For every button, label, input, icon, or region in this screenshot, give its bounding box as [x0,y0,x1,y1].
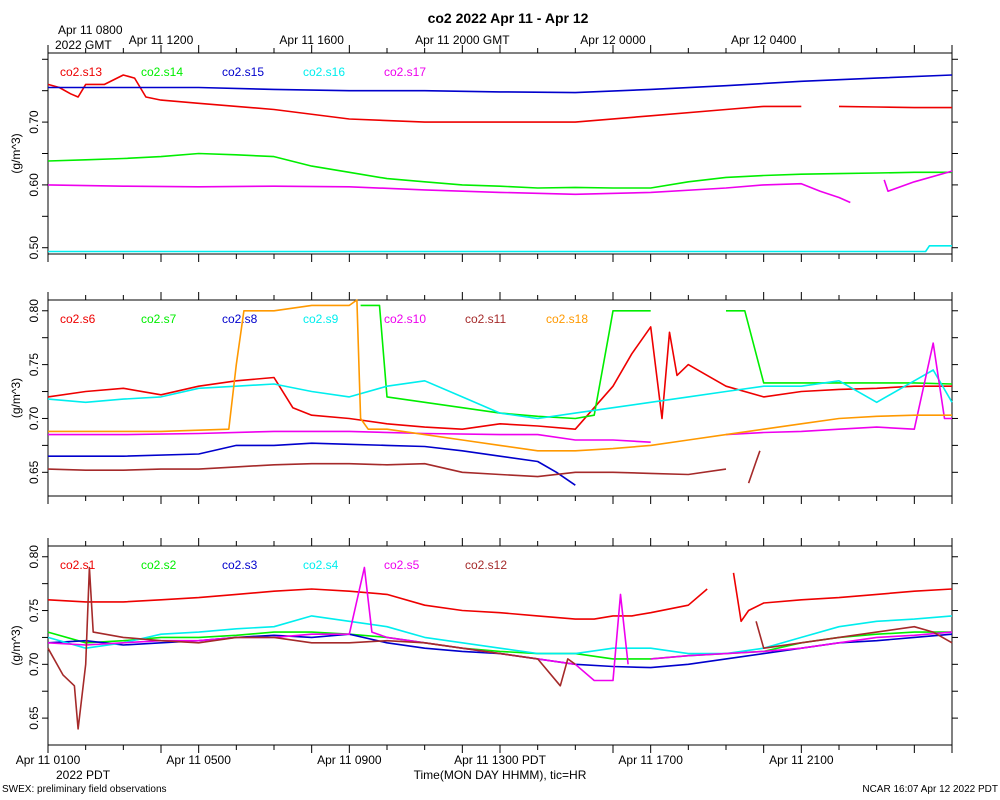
legend-co2-s13: co2.s13 [60,65,102,79]
series-line-co2-s17 [47,170,953,204]
legend-co2-s11: co2.s11 [465,312,506,326]
series-line-co2-s1 [47,572,953,623]
legend-co2-s4: co2.s4 [303,558,339,572]
chart-panels: 0.50 0.60 0.70 (g/m^3) co2.s13 co2.s14 co2.s15… [9,45,958,753]
series-line-co2-s16 [48,245,952,253]
plot-frame [47,52,953,255]
legend-co2-s18: co2.s18 [546,312,588,326]
legend-co2-s8: co2.s8 [222,312,258,326]
legend-co2-s1: co2.s1 [60,558,96,572]
top-axis-tick-labels: Apr 11 1200 Apr 11 1600 Apr 11 2000 GMT Apr… [129,33,797,47]
series-line-co2-s13 [47,74,952,123]
y-axis-label: (g/m^3) [9,378,23,418]
chart-title: co2 2022 Apr 11 - Apr 12 [428,10,589,26]
bottom-tick-label: Apr 11 0900 [317,753,382,767]
top-axis-origin-line2: 2022 GMT [55,38,112,52]
y-tick-label: 0.65 [27,706,41,730]
legend-co2-s9: co2.s9 [303,312,339,326]
series-line-co2-s8 [48,442,576,486]
panel-2: 0.65 0.70 0.75 0.80 (g/m^3) co2.s6 co2.s7 co2.s… [9,292,958,504]
legend-co2-s6: co2.s6 [60,312,96,326]
y-tick-label: 0.75 [27,353,41,377]
series-line-co2-s14 [47,152,952,189]
y-tick-label: 0.70 [27,652,41,676]
y-tick-label: 0.80 [27,299,41,323]
y-tick-label: 0.70 [27,110,41,134]
series-line-co2-s5 [47,566,953,682]
bottom-tick-label: Apr 11 0100 [16,753,81,767]
y-axis-label: (g/m^3) [9,625,23,665]
legend-co2-s3: co2.s3 [222,558,258,572]
legend-co2-s7: co2.s7 [141,312,177,326]
y-tick-label: 0.75 [27,599,41,623]
legend-co2-s17: co2.s17 [384,65,426,79]
series-line-co2-s10 [48,342,952,443]
top-tick-label: Apr 12 0000 [580,33,646,47]
bottom-tick-label: Apr 11 0500 [166,753,231,767]
series-line-co2-s12 [47,566,953,730]
legend-co2-s16: co2.s16 [303,65,345,79]
series-line-co2-s6 [47,326,952,430]
series-line-co2-s9 [47,369,953,420]
top-axis-origin-line1: Apr 11 0800 [58,23,123,37]
footer-left: SWEX: preliminary field observations [2,784,167,795]
legend-co2-s12: co2.s12 [465,558,507,572]
y-tick-label: 0.70 [27,406,41,430]
series-line-co2-s15 [48,74,953,94]
y-axis-label: (g/m^3) [9,133,23,173]
plot-frame [47,299,953,497]
top-tick-label: Apr 12 0400 [731,33,797,47]
y-tick-label: 0.65 [27,460,41,484]
bottom-axis-origin-line2: 2022 PDT [56,768,111,782]
legend-co2-s10: co2.s10 [384,312,426,326]
y-tick-label: 0.60 [27,173,41,197]
x-axis-label: Time(MON DAY HHMM), tic=HR [414,768,587,782]
top-tick-label: Apr 11 1600 [279,33,344,47]
legend-co2-s14: co2.s14 [141,65,183,79]
bottom-tick-label: Apr 11 1300 PDT [454,753,546,767]
y-tick-label: 0.50 [27,236,41,260]
bottom-tick-label: Apr 11 1700 [618,753,683,767]
series-line-co2-s18 [48,299,952,452]
series-line-co2-s11 [47,450,761,484]
top-tick-label: Apr 11 2000 GMT [415,33,510,47]
bottom-axis-tick-labels: Apr 11 0100 Apr 11 0500 Apr 11 0900 Apr 11 … [16,753,834,767]
series-line-co2-s4 [47,615,953,655]
y-tick-label: 0.80 [27,545,41,569]
panel-1: 0.50 0.60 0.70 (g/m^3) co2.s13 co2.s14 co2.s15… [9,45,958,262]
legend-co2-s5: co2.s5 [384,558,420,572]
legend-co2-s15: co2.s15 [222,65,264,79]
legend-co2-s2: co2.s2 [141,558,177,572]
footer-right: NCAR 16:07 Apr 12 2022 PDT [862,784,998,795]
top-tick-label: Apr 11 1200 [129,33,194,47]
panel-3: 0.65 0.70 0.75 0.80 (g/m^3) co2.s1 co2.s2 co2.s… [9,538,958,753]
bottom-tick-label: Apr 11 2100 [769,753,834,767]
